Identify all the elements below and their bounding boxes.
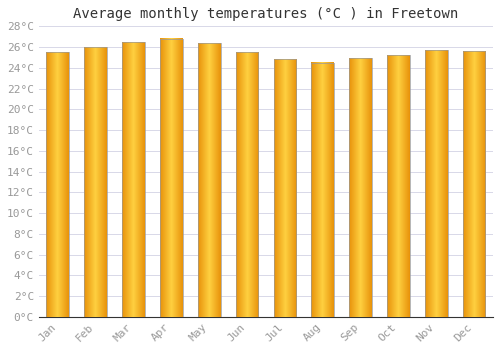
Title: Average monthly temperatures (°C ) in Freetown: Average monthly temperatures (°C ) in Fr… [74, 7, 458, 21]
